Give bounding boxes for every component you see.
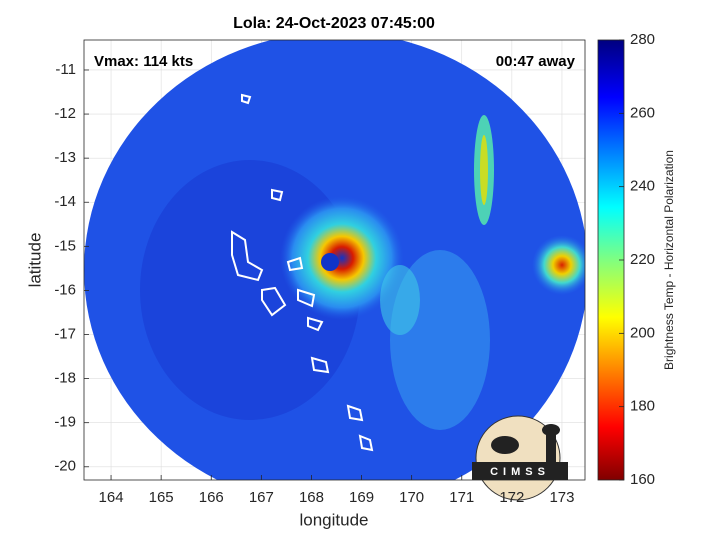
x-tick-label: 169: [349, 489, 374, 506]
y-tick-label: -13: [54, 149, 76, 166]
y-tick-label: -12: [54, 105, 76, 122]
x-tick-label: 173: [549, 489, 574, 506]
y-tick-label: -19: [54, 414, 76, 431]
x-tick-label: 168: [299, 489, 324, 506]
x-axis-label: longitude: [299, 510, 368, 529]
y-tick-label: -15: [54, 237, 76, 254]
x-tick-label: 172: [499, 489, 524, 506]
annotation: Vmax: 114 kts: [94, 53, 193, 70]
y-tick-label: -11: [55, 61, 76, 78]
x-tick-label: 167: [249, 489, 274, 506]
x-tick-label: 166: [199, 489, 224, 506]
y-tick-label: -17: [54, 325, 76, 342]
x-tick-label: 171: [449, 489, 474, 506]
colorbar-tick-label: 160: [630, 471, 655, 488]
x-tick-label: 170: [399, 489, 424, 506]
colorbar-tick-label: 280: [630, 31, 655, 48]
coastlines: [231, 93, 374, 452]
satellite-image: [84, 40, 585, 480]
y-tick-label: -20: [54, 458, 76, 475]
y-tick-label: -16: [54, 281, 76, 298]
x-tick-label: 164: [99, 489, 124, 506]
colorbar-label: Brightness Temp - Horizontal Polarizatio…: [662, 150, 676, 370]
logo-text: CIMSS: [490, 466, 550, 478]
colorbar-tick-label: 200: [630, 324, 655, 341]
annotation: 00:47 away: [496, 53, 576, 70]
plot-border: [83, 39, 586, 481]
y-tick-label: -14: [54, 193, 76, 210]
colorbar-tick-label: 180: [630, 398, 655, 415]
y-axis-label: latitude: [25, 233, 44, 288]
colorbar-tick-label: 260: [630, 104, 655, 121]
colorbar-tick-label: 240: [630, 178, 655, 195]
chart-title: Lola: 24-Oct-2023 07:45:00: [233, 15, 435, 32]
cimss-logo: CIMSS: [472, 415, 568, 501]
x-tick-label: 165: [149, 489, 174, 506]
colorbar-tick-label: 220: [630, 251, 655, 268]
y-tick-label: -18: [54, 370, 76, 387]
